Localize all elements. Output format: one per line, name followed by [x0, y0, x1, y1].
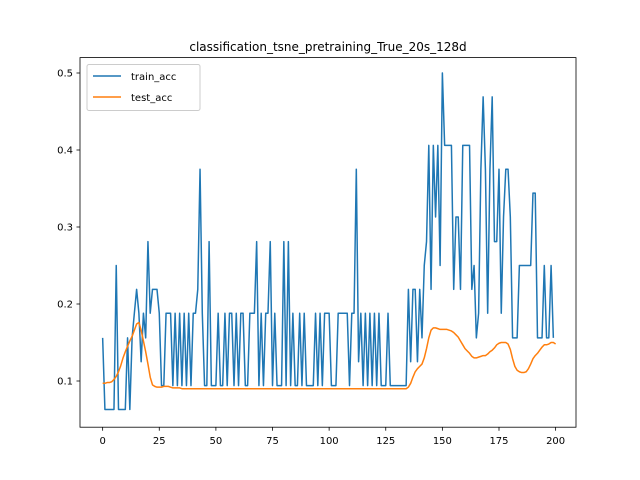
y-tick-label: 0.3 [57, 223, 73, 234]
legend: train_acc test_acc [86, 64, 201, 111]
x-tick-label: 100 [320, 436, 339, 447]
series-line-test-acc [102, 321, 557, 390]
x-tick-label: 25 [153, 436, 166, 447]
legend-label-train-acc: train_acc [131, 72, 176, 83]
x-tick-label: 175 [489, 436, 508, 447]
plot-area: 0 25 50 75 100 125 150 175 200 0.1 0.2 0.3 0.4 0.5 [57, 57, 577, 447]
y-tick-label: 0.5 [57, 69, 73, 80]
x-tick-label: 150 [433, 436, 452, 447]
series-line-train-acc [101, 72, 555, 411]
y-tick-label: 0.1 [57, 377, 73, 388]
axes-frame [79, 57, 577, 428]
x-tick-label: 200 [546, 436, 565, 447]
series-layer [101, 72, 557, 411]
legend-label-test-acc: test_acc [131, 93, 172, 104]
x-tick-label: 125 [376, 436, 395, 447]
y-tick-label: 0.2 [57, 300, 73, 311]
x-tick-label: 75 [266, 436, 279, 447]
chart-title: classification_tsne_pretraining_True_20s… [189, 40, 466, 54]
x-tick-label: 0 [99, 436, 105, 447]
y-axis: 0.1 0.2 0.3 0.4 0.5 [57, 69, 80, 388]
x-tick-label: 50 [210, 436, 223, 447]
y-tick-label: 0.4 [57, 146, 73, 157]
x-axis: 0 25 50 75 100 125 150 175 200 [99, 427, 565, 447]
